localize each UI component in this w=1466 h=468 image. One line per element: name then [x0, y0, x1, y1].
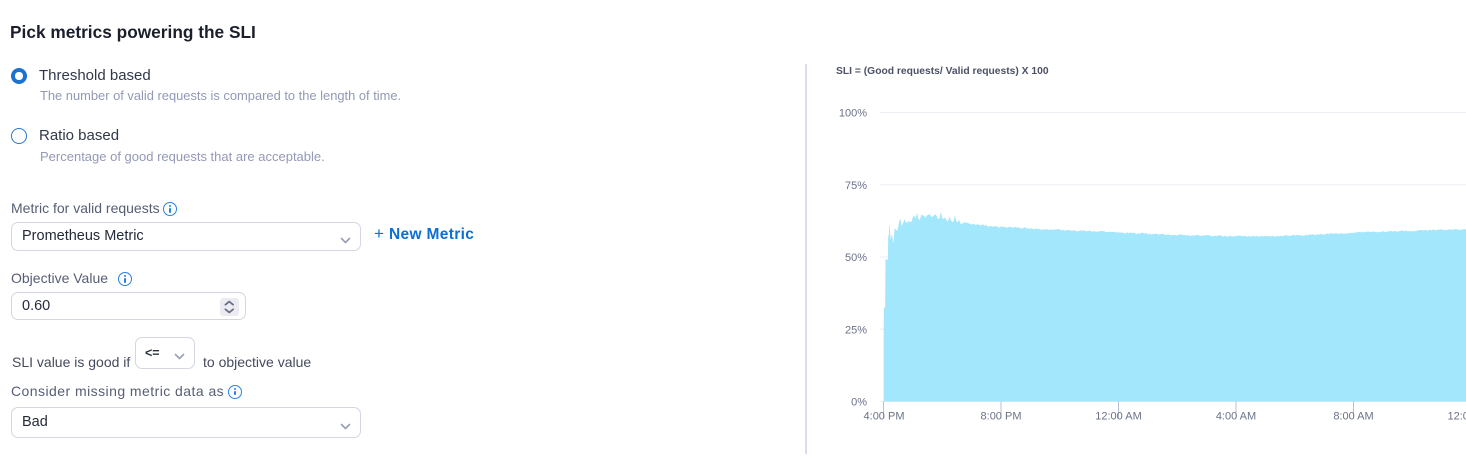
svg-text:12:00 PM: 12:00 PM — [1447, 411, 1466, 423]
svg-text:4:00 AM: 4:00 AM — [1216, 411, 1256, 423]
svg-text:75%: 75% — [845, 180, 867, 192]
svg-text:4:00 PM: 4:00 PM — [864, 411, 905, 423]
svg-text:8:00 AM: 8:00 AM — [1333, 411, 1373, 423]
svg-text:0%: 0% — [851, 397, 867, 409]
svg-text:12:00 AM: 12:00 AM — [1095, 411, 1141, 423]
svg-text:100%: 100% — [839, 108, 867, 120]
svg-text:50%: 50% — [845, 252, 867, 264]
svg-text:25%: 25% — [845, 324, 867, 336]
svg-text:SLI = (Good requests/ Valid re: SLI = (Good requests/ Valid requests) X … — [836, 66, 1049, 77]
svg-text:8:00 PM: 8:00 PM — [981, 411, 1022, 423]
